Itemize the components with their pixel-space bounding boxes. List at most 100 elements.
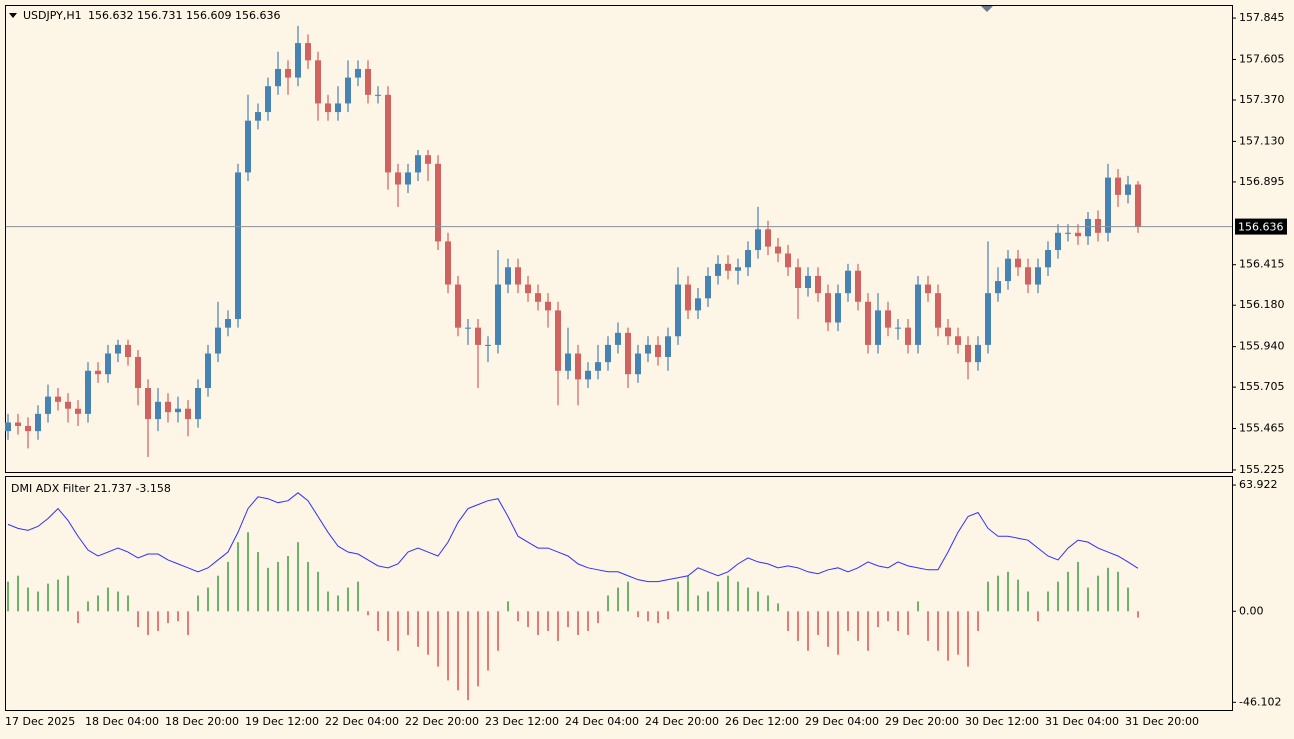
candle-body [385, 94, 391, 173]
candle-body [675, 284, 681, 337]
x-tick-label: 19 Dec 12:00 [245, 715, 319, 728]
candle-body [1045, 250, 1051, 268]
candle-body [785, 253, 791, 268]
candle-body [475, 327, 481, 345]
candle-body [1035, 267, 1041, 285]
y-tick-label: 155.705 [1239, 380, 1285, 393]
candle-body [585, 370, 591, 380]
adx-line [7, 492, 1139, 583]
candle-body [1075, 232, 1081, 237]
candle-body [225, 319, 231, 328]
candle-body [135, 356, 141, 389]
candle-body [865, 301, 871, 345]
candle-body [295, 43, 301, 78]
candle-body [825, 293, 831, 323]
candle-body [715, 263, 721, 276]
candle-body [945, 327, 951, 337]
candle-body [1005, 258, 1011, 282]
candle-body [905, 327, 911, 345]
candle-body [175, 408, 181, 413]
candle-body [755, 229, 761, 251]
x-tick-label: 29 Dec 20:00 [885, 715, 959, 728]
candle-body [215, 327, 221, 354]
candle-body [915, 284, 921, 345]
candle-body [545, 301, 551, 311]
candle-body [725, 263, 731, 271]
candle-body [805, 275, 811, 288]
candle-body [105, 353, 111, 375]
x-tick-label: 24 Dec 04:00 [565, 715, 639, 728]
candle-body [355, 68, 361, 78]
menu-arrow[interactable] [9, 13, 17, 18]
last-price-label: 156.636 [1238, 221, 1284, 234]
candle-body [195, 388, 201, 420]
candle-body [75, 408, 81, 414]
candle-body [1025, 267, 1031, 285]
x-tick-label: 22 Dec 04:00 [325, 715, 399, 728]
candle-body [845, 270, 851, 294]
candle-body [695, 298, 701, 311]
x-tick-label: 18 Dec 04:00 [85, 715, 159, 728]
candle-body [685, 284, 691, 311]
candle-body [1055, 232, 1061, 251]
candle-body [985, 293, 991, 345]
candle-body [555, 310, 561, 371]
candle-body [345, 77, 351, 104]
candle-body [445, 241, 451, 285]
candle-body [1095, 218, 1101, 233]
candle-body [665, 336, 671, 357]
candle-body [185, 408, 191, 420]
candle-body [1015, 258, 1021, 268]
candle-body [495, 284, 501, 345]
candle-body [1125, 184, 1131, 195]
candle-body [935, 293, 941, 328]
candle-body [705, 275, 711, 299]
candle-body [995, 281, 1001, 294]
candle-body [55, 396, 61, 402]
candle-body [285, 68, 291, 78]
y-tick-label: 157.605 [1239, 52, 1285, 65]
candle-body [1135, 184, 1141, 227]
candle-body [405, 172, 411, 185]
candle-body [5, 422, 11, 432]
candle-body [165, 401, 171, 413]
x-tick-label: 18 Dec 20:00 [165, 715, 239, 728]
candle-body [645, 344, 651, 354]
candle-body [65, 401, 71, 409]
candle-body [735, 267, 741, 271]
x-tick-label: 26 Dec 12:00 [725, 715, 799, 728]
y-tick-label: 157.370 [1239, 93, 1285, 106]
candle-body [305, 43, 311, 61]
candle-body [795, 267, 801, 288]
candle-body [505, 267, 511, 285]
candle-body [605, 344, 611, 363]
candle-body [395, 172, 401, 185]
y-tick-label: 156.180 [1239, 298, 1285, 311]
y-tick-label: 63.922 [1239, 478, 1278, 491]
candle-body [595, 362, 601, 371]
candle-body [205, 353, 211, 389]
candle-body [875, 310, 881, 345]
y-tick-label: 157.130 [1239, 134, 1285, 147]
y-tick-label: 156.415 [1239, 258, 1285, 271]
candle-body [745, 250, 751, 268]
candle-body [115, 344, 121, 354]
candle-body [635, 353, 641, 375]
candle-body [925, 284, 931, 294]
candle-body [265, 86, 271, 113]
candle-body [245, 120, 251, 173]
candle-body [885, 310, 891, 328]
candle-body [1065, 232, 1071, 234]
candle-body [425, 155, 431, 164]
candle-body [855, 270, 861, 302]
candle-body [25, 425, 31, 432]
y-tick-label: 156.895 [1239, 175, 1285, 188]
candle-body [315, 60, 321, 104]
y-tick-label: 155.225 [1239, 463, 1285, 476]
y-tick-label: 0.00 [1239, 604, 1264, 617]
candle-body [15, 422, 21, 426]
candle-body [435, 163, 441, 242]
